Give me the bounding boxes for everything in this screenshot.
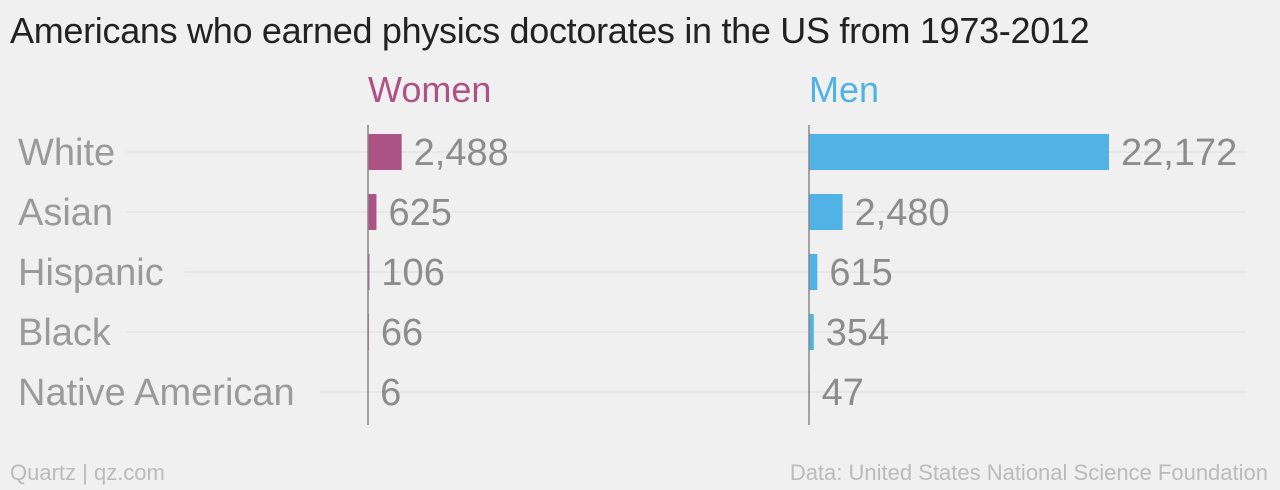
bar-value-label: 47 [822, 372, 864, 414]
bar [809, 134, 1109, 170]
category-label: Black [18, 312, 112, 354]
bar-value-label: 354 [826, 312, 889, 354]
bar [809, 314, 814, 350]
chart-title: Americans who earned physics doctorates … [10, 10, 1090, 51]
bar-value-label: 6 [380, 372, 401, 414]
bar-value-label: 66 [381, 312, 423, 354]
bar-value-label: 2,480 [855, 192, 950, 234]
category-label: Hispanic [18, 252, 164, 294]
category-label: White [18, 132, 115, 174]
data-source: Data: United States National Science Fou… [789, 460, 1268, 485]
bar-value-label: 2,488 [414, 132, 509, 174]
bar [809, 194, 843, 230]
category-label: Native American [18, 372, 295, 414]
series-header-men: Men [809, 69, 879, 110]
bar-value-label: 22,172 [1121, 132, 1237, 174]
bar [809, 254, 818, 290]
bar-value-label: 106 [381, 252, 444, 294]
category-label: Asian [18, 192, 113, 234]
bar [368, 194, 377, 230]
series-header-women: Women [368, 69, 491, 110]
bar [368, 134, 402, 170]
bar-value-label: 615 [829, 252, 892, 294]
bar-value-label: 625 [388, 192, 451, 234]
source-credit: Quartz | qz.com [10, 460, 165, 485]
